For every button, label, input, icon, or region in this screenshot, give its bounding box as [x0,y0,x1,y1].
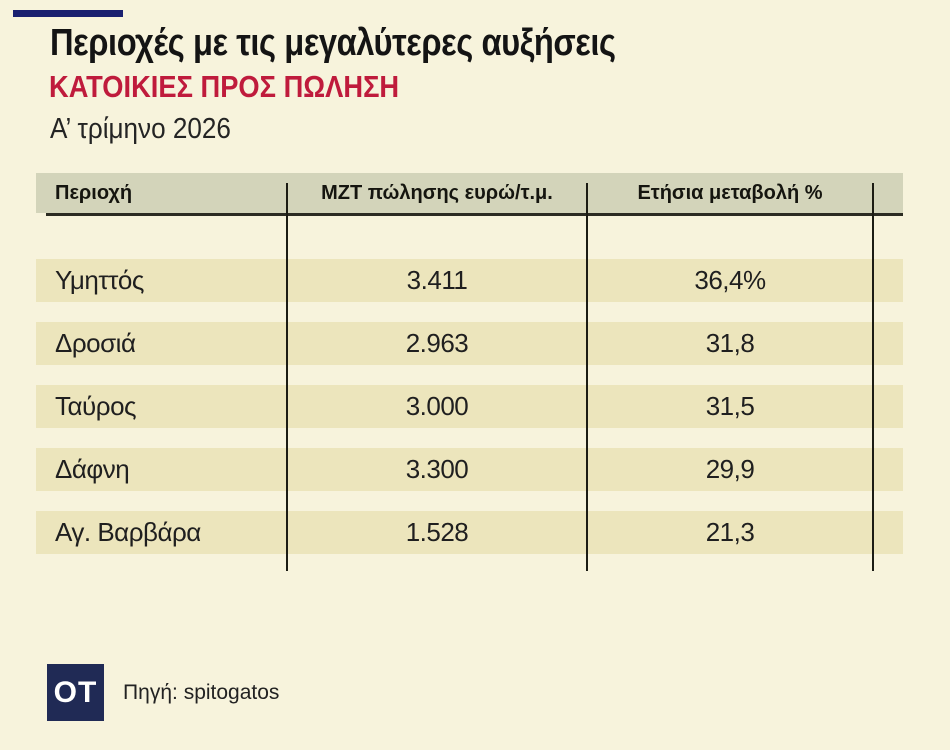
cell-change: 31,5 [705,391,755,421]
cell-change: 21,3 [705,517,755,547]
cell-region: Δροσιά [55,328,136,358]
header-underline [46,213,903,216]
column-divider [286,183,288,571]
period-label: Α’ τρίμηνο 2026 [50,113,231,145]
col-header-change: Ετήσια μεταβολή % [637,181,823,204]
ot-logo-text: OT [53,675,98,709]
source-label: Πηγή: spitogatos [123,680,280,704]
table-row: Υμηττός 3.411 36,4% [36,259,903,302]
cell-price: 3.300 [405,454,469,484]
accent-bar [13,10,123,17]
cell-price: 3.411 [406,265,468,295]
cell-price: 2.963 [405,328,469,358]
cell-price: 1.528 [405,517,469,547]
subtitle: ΚΑΤΟΙΚΙΕΣ ΠΡΟΣ ΠΩΛΗΣΗ [49,69,400,104]
col-header-region: Περιοχή [55,181,133,204]
cell-region: Ταύρος [55,391,137,421]
table-header-row: Περιοχή ΜΖΤ πώλησης ευρώ/τ.μ. Ετήσια μετ… [36,173,903,213]
cell-change: 29,9 [705,454,755,484]
column-divider [586,183,588,571]
table-row: Ταύρος 3.000 31,5 [36,385,903,428]
page-title: Περιοχές με τις μεγαλύτερες αυξήσεις [50,22,616,64]
cell-region: Αγ. Βαρβάρα [55,517,201,547]
cell-region: Υμηττός [55,265,144,295]
cell-region: Δάφνη [55,454,130,484]
cell-change: 36,4% [694,265,766,295]
cell-change: 31,8 [705,328,755,358]
table-row: Δροσιά 2.963 31,8 [36,322,903,365]
table-row: Αγ. Βαρβάρα 1.528 21,3 [36,511,903,554]
data-table: Περιοχή ΜΖΤ πώλησης ευρώ/τ.μ. Ετήσια μετ… [36,173,903,573]
col-header-price: ΜΖΤ πώλησης ευρώ/τ.μ. [321,181,553,204]
cell-price: 3.000 [405,391,469,421]
column-divider [872,183,874,571]
ot-logo: OT [47,664,104,721]
table-row: Δάφνη 3.300 29,9 [36,448,903,491]
